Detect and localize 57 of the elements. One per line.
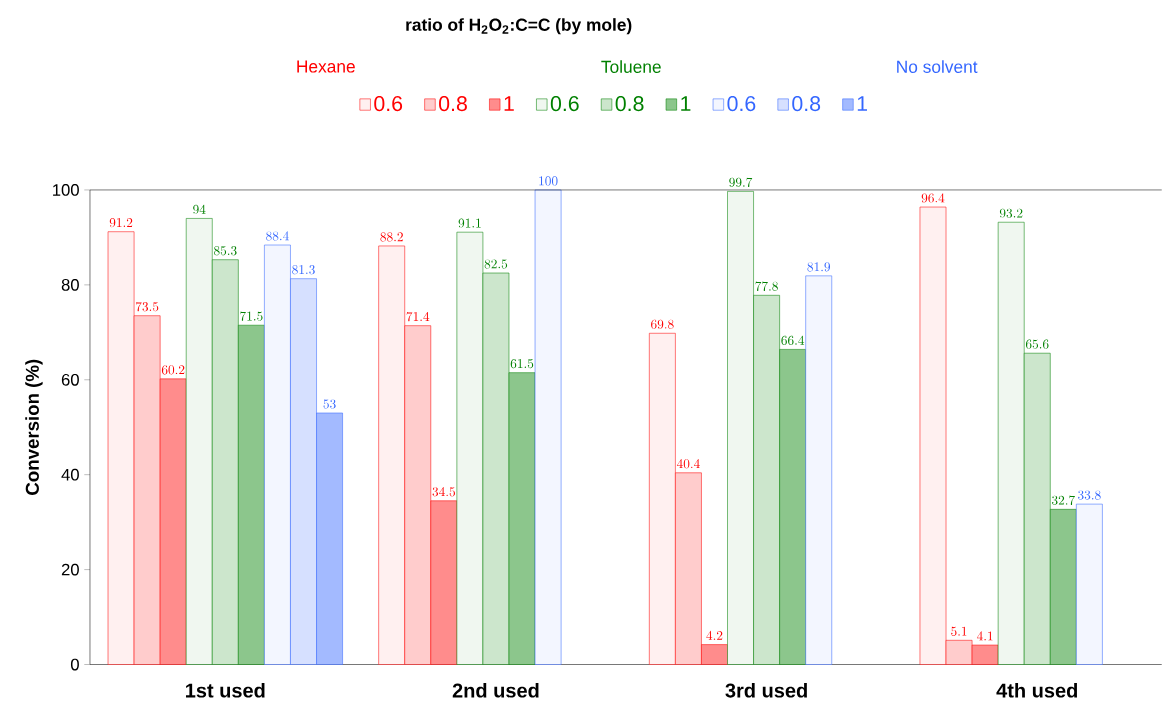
text: No solvent [897, 60, 978, 74]
data-label: 4. 1 [976, 631, 993, 641]
y-tick-label: 20 [61, 563, 79, 576]
legend-title: ratio of H$_{2}$O$_{2}$:C=C (by mole) [406, 18, 632, 35]
data-label: 73.5 [136, 302, 159, 312]
data-label: 71 .4 [406, 312, 430, 322]
data-label: 40.4 [676, 459, 700, 469]
bar [805, 275, 833, 666]
x-tick-label: 1st used [186, 683, 265, 698]
data-label: 69.8 [651, 319, 674, 330]
x-tick-label: 3rd used [725, 683, 807, 698]
data-label: 85.3 [214, 246, 237, 256]
data-label: 32.7 [1052, 495, 1075, 506]
text: Hexane [297, 60, 355, 73]
data-label: 34.5 [432, 487, 455, 497]
data-label: 77.8 [755, 281, 778, 292]
data-label: 60.2 [161, 365, 185, 375]
y-tick-label: 0 [70, 658, 79, 671]
data-label: 5. 1 [951, 626, 967, 637]
data-label: 100 [539, 176, 558, 186]
data-label: 61 .5 [510, 359, 534, 369]
data-label: 81 .3 [292, 265, 315, 275]
legend-label: 0.8 [792, 96, 821, 112]
data-label: 82.5 [484, 259, 508, 269]
legend-label: 1 [504, 96, 514, 112]
data-label: 65.6 [1025, 339, 1049, 350]
data-label: 33.8 [1078, 490, 1101, 500]
legend-label: 0.6 [550, 96, 579, 112]
legend-label: 0.6 [727, 96, 756, 112]
data-label: 88.4 [266, 231, 289, 241]
data-label: 96.4 [921, 193, 945, 203]
x-tick-label: 4th used [996, 683, 1078, 698]
data-label: 94 [193, 204, 206, 215]
legend-label: 0.8 [615, 96, 644, 112]
data-label: 99.7 [729, 177, 753, 188]
data-label: 71 .5 [240, 311, 263, 322]
y-axis-title: Conversion (%) [25, 359, 43, 496]
data-label: 81 .9 [807, 262, 831, 272]
bar [534, 189, 562, 666]
legend-label: 1 [681, 96, 691, 112]
data-label: 53 [323, 399, 336, 409]
x-tick-label: 2nd used [452, 683, 539, 698]
text: Toluene [601, 60, 661, 74]
y-tick-label: 100 [53, 184, 79, 197]
data-label: 66.4 [781, 335, 805, 346]
data-label: 91 . 1 [458, 218, 481, 229]
y-tick-label: 60 [61, 374, 79, 386]
data-label: 88.2 [380, 232, 403, 242]
bar [1076, 504, 1103, 666]
data-label: 91 .2 [109, 218, 133, 228]
legend-label: 1 [857, 96, 867, 112]
y-tick-label: 80 [61, 279, 79, 292]
legend-label: 0.6 [374, 96, 403, 112]
data-label: 93.2 [999, 208, 1023, 219]
y-tick-label: 40 [61, 469, 79, 481]
legend-label: 0.8 [439, 96, 467, 112]
data-label: 4.2 [706, 631, 723, 641]
